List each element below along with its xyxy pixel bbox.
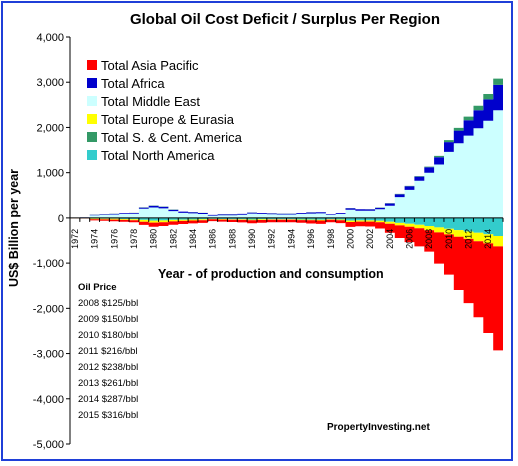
x-tick-label: 1990 (247, 229, 257, 249)
oil-price-row: 2013 $261/bbl (78, 378, 138, 389)
x-tick-label: 1994 (286, 229, 296, 249)
x-tick-label: 1988 (227, 229, 237, 249)
x-tick-label: 1982 (168, 229, 178, 249)
x-tick-label: 2000 (345, 229, 355, 249)
y-tick-label: 1,000 (36, 168, 64, 180)
x-tick-label: 1986 (208, 229, 218, 249)
x-tick-label: 2008 (424, 229, 434, 249)
y-axis-label: US$ Billion per year (7, 169, 21, 287)
x-tick-label: 1984 (188, 229, 198, 249)
y-tick-label: -5,000 (33, 439, 64, 451)
y-tick-label: 2,000 (36, 122, 64, 134)
y-tick-label: 3,000 (36, 77, 64, 89)
x-tick-label: 2006 (405, 229, 415, 249)
legend: Total Asia Pacific Total Africa Total Midd… (87, 58, 243, 163)
x-axis-label: Year - of production and consumption (158, 267, 384, 281)
oil-price-table: Oil Price 2008 $125/bbl 2009 $150/bbl 20… (78, 282, 138, 421)
oil-price-row: 2010 $180/bbl (78, 330, 138, 341)
plot-areas (70, 78, 503, 351)
y-tick-label: -2,000 (33, 303, 64, 315)
x-tick-label: 1992 (267, 229, 277, 249)
x-tick-label: 2002 (365, 229, 375, 249)
x-tick-label: 1978 (129, 229, 139, 249)
x-tick-label: 2012 (464, 229, 474, 249)
x-tick-label: 1974 (90, 229, 100, 249)
legend-swatch (87, 96, 97, 106)
x-tick-label: 1976 (109, 229, 119, 249)
oil-price-row: 2011 $216/bbl (78, 346, 138, 357)
legend-swatch (87, 132, 97, 142)
y-tick-label: -4,000 (33, 394, 64, 406)
series-area-total-north-america (70, 217, 503, 236)
y-tick-label: -1,000 (33, 258, 64, 270)
legend-label: Total Middle East (101, 94, 200, 109)
oil-price-row: 2008 $125/bbl (78, 298, 138, 309)
legend-swatch (87, 78, 97, 88)
legend-label: Total Africa (101, 76, 165, 91)
legend-label: Total North America (101, 148, 215, 163)
x-tick-label: 1980 (149, 229, 159, 249)
legend-swatch (87, 60, 97, 70)
y-tick-label: 0 (58, 213, 64, 225)
oil-price-heading: Oil Price (78, 282, 117, 293)
oil-price-row: 2012 $238/bbl (78, 362, 138, 373)
x-tick-label: 2014 (483, 229, 493, 249)
legend-label: Total Asia Pacific (101, 58, 199, 73)
legend-label: Total Europe & Eurasia (101, 112, 235, 127)
x-tick-label: 2010 (444, 229, 454, 249)
series-area-total-middle-east (70, 110, 503, 218)
chart-title: Global Oil Cost Deficit / Surplus Per Re… (130, 11, 440, 28)
x-tick-label: 1996 (306, 229, 316, 249)
x-axis: 1972 1974 1976 1978 1980 1982 1984 1986 1988 1990… (69, 217, 504, 249)
oil-price-row: 2014 $287/bbl (78, 394, 138, 405)
legend-swatch (87, 150, 97, 160)
oil-price-row: 2009 $150/bbl (78, 314, 138, 325)
y-tick-label: 4,000 (36, 32, 64, 44)
legend-label: Total S. & Cent. America (101, 130, 243, 145)
oil-price-row: 2015 $316/bbl (78, 410, 138, 421)
x-tick-label: 1998 (326, 229, 336, 249)
legend-swatch (87, 114, 97, 124)
x-tick-label: 2004 (385, 229, 395, 249)
y-axis: 4,000 3,000 2,000 1,000 0 -1,000 -2,000 -3,000 -… (33, 32, 71, 451)
y-tick-label: -3,000 (33, 349, 64, 361)
x-tick-label: 1972 (70, 229, 80, 249)
credit-text: PropertyInvesting.net (327, 422, 430, 433)
